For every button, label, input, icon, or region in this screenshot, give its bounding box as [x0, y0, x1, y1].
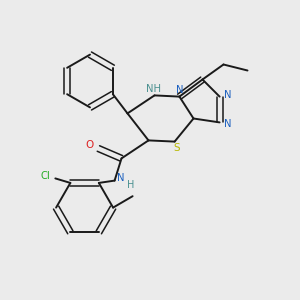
Text: S: S	[174, 143, 180, 153]
Text: N: N	[118, 172, 125, 183]
Text: O: O	[86, 140, 94, 150]
Text: H: H	[128, 180, 135, 190]
Text: Cl: Cl	[41, 171, 51, 181]
Text: N: N	[224, 90, 232, 100]
Text: N: N	[176, 85, 183, 95]
Text: NH: NH	[146, 84, 160, 94]
Text: N: N	[224, 119, 232, 129]
